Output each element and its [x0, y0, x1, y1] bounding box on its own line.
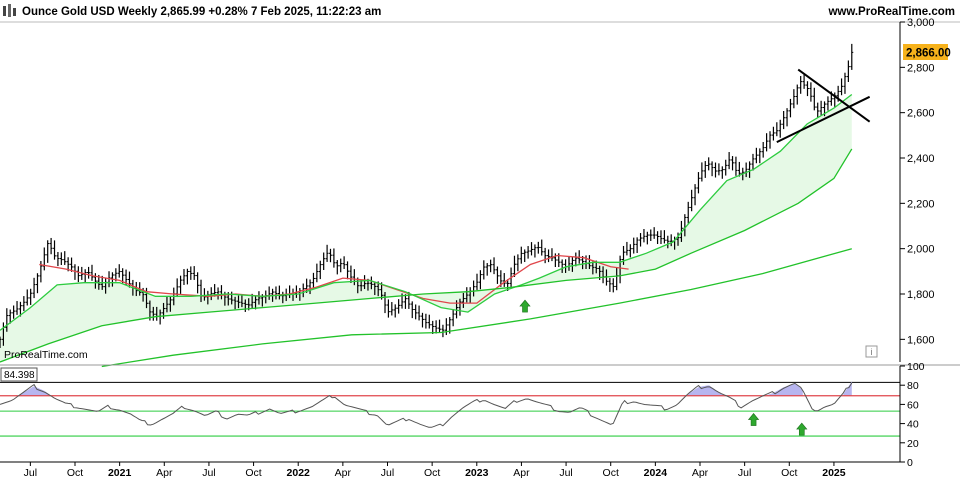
x-tick-label: Oct — [424, 467, 440, 479]
x-tick-label: Oct — [781, 467, 797, 479]
site-label[interactable]: www.ProRealTime.com — [827, 6, 955, 18]
rsi-y-tick-label: 80 — [907, 380, 919, 392]
rsi-y-tick-label: 20 — [907, 438, 919, 450]
trendline — [776, 95, 871, 144]
info-icon[interactable]: i — [865, 345, 878, 358]
x-axis: Jul Oct 2021 Apr Jul Oct 2022 Apr Jul Oct 2023 Apr J… — [24, 462, 846, 479]
logo-bar-3 — [13, 8, 16, 16]
logo-bar-1 — [3, 6, 6, 16]
x-tick-label: 2024 — [644, 467, 668, 479]
x-tick-label: Oct — [67, 467, 83, 479]
logo-bar-2 — [8, 4, 11, 17]
x-tick-label: Jul — [24, 467, 37, 479]
last-price-badge: 2,866.00 — [903, 44, 951, 60]
x-tick-label: Jul — [738, 467, 751, 479]
rsi-overbought-fill — [19, 386, 52, 396]
price-y-tick-label: 2,800 — [907, 62, 935, 74]
rsi-y-tick-label: 0 — [907, 457, 913, 469]
rsi-y-tick-label: 60 — [907, 399, 919, 411]
chart-title: Ounce Gold USD Weekly 2,865.99 +0.28% 7 … — [22, 6, 381, 18]
price-y-tick-label: 3,000 — [907, 17, 935, 29]
series-ema-medium — [0, 93, 853, 331]
x-tick-label: Oct — [603, 467, 619, 479]
rsi-signal-arrow — [796, 422, 808, 436]
rsi-y-axis: 0 20 40 60 80 100 — [900, 361, 925, 469]
x-tick-label: Apr — [156, 467, 173, 479]
price-y-tick-label: 1,600 — [907, 334, 935, 346]
app-logo — [3, 4, 16, 17]
price-y-tick-label: 1,800 — [907, 289, 935, 301]
rsi-value-box: 84.398 — [0, 367, 38, 382]
price-y-tick-label: 2,400 — [907, 153, 935, 165]
x-tick-label: Apr — [692, 467, 709, 479]
price-signal-arrow — [519, 299, 531, 313]
price-y-axis: 1,600 1,800 2,000 2,200 2,400 2,600 2,800 3,000 — [900, 17, 935, 346]
trendline — [797, 68, 871, 123]
rsi-y-tick-label: 40 — [907, 419, 919, 431]
rsi-overbought-fill — [843, 381, 852, 396]
x-tick-label: Jul — [559, 467, 572, 479]
rsi-y-tick-label: 100 — [907, 361, 925, 373]
rsi-signal-arrow — [747, 413, 760, 426]
header-bar — [0, 0, 960, 22]
rsi-line — [0, 382, 853, 428]
rsi-plot-area — [0, 381, 900, 437]
x-tick-label: 2025 — [822, 467, 846, 479]
series-ema-long — [0, 148, 853, 363]
watermark: ProRealTime.com — [4, 349, 88, 361]
series-ema-short — [39, 254, 629, 304]
x-tick-label: 2023 — [465, 467, 489, 479]
x-tick-label: Apr — [335, 467, 352, 479]
rsi-overbought-fill — [766, 383, 803, 396]
info-icon-frame — [865, 345, 878, 358]
last-price-badge-bg — [903, 44, 948, 60]
x-tick-label: 2021 — [108, 467, 132, 479]
x-tick-label: Apr — [513, 467, 530, 479]
rsi-current-value: 84.398 — [4, 370, 35, 381]
info-icon-glyph: i — [871, 347, 873, 357]
rsi-value-box-frame — [0, 367, 38, 382]
price-y-tick-label: 2,000 — [907, 244, 935, 256]
price-y-tick-label: 2,200 — [907, 198, 935, 210]
x-tick-label: 2022 — [287, 467, 311, 479]
x-tick-label: Oct — [245, 467, 261, 479]
price-plot-area — [0, 43, 871, 368]
series-ma-very-long — [101, 248, 852, 368]
x-tick-label: Jul — [381, 467, 394, 479]
x-tick-label: Jul — [202, 467, 215, 479]
rsi-overbought-fill — [687, 385, 725, 396]
price-y-tick-label: 2,600 — [907, 108, 935, 120]
last-price-label: 2,866.00 — [906, 48, 951, 60]
